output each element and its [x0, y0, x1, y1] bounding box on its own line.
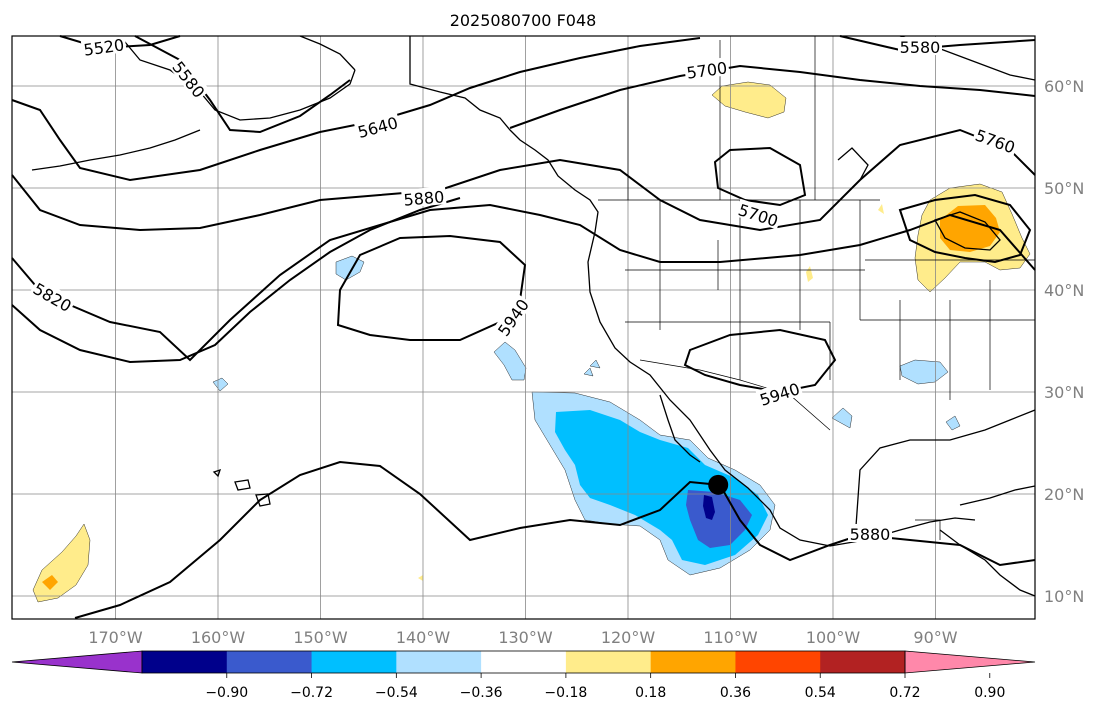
- longitude-label: 100°W: [806, 628, 861, 647]
- contour-label: 5580: [900, 38, 941, 57]
- colorbar-tick-label: −0.90: [205, 685, 248, 701]
- contour-label-background: [848, 524, 892, 542]
- latitude-labels: 60°N 50°N 40°N 30°N 20°N 10°N: [1044, 77, 1084, 606]
- colorbar-tick-label: 0.36: [720, 685, 751, 701]
- longitude-label: 140°W: [396, 628, 451, 647]
- contour-label-background: [353, 111, 402, 141]
- positive-blob-small2: [878, 204, 884, 214]
- colorbar-segment: [650, 651, 736, 673]
- contour-labels: 5520558055805640570057005760582058805880…: [29, 34, 1020, 544]
- colorbar: −0.90 −0.72 −0.54 −0.36 −0.18 0.18 0.36 0.54 0.7…: [11, 650, 1036, 701]
- colorbar-extend-max: [904, 650, 1036, 674]
- map-title: 2025080700 F048: [450, 11, 597, 30]
- contour-label: 5880: [850, 525, 891, 544]
- negative-blob-tiny2: [589, 359, 601, 369]
- latitude-label: 20°N: [1044, 485, 1084, 504]
- negative-area-mexico-strong: [686, 490, 752, 548]
- longitude-label: 160°W: [191, 628, 246, 647]
- colorbar-tick-label: −0.72: [290, 685, 333, 701]
- longitude-label: 120°W: [601, 628, 656, 647]
- negative-blob-se-us: [899, 359, 949, 385]
- colorbar-segment: [396, 651, 482, 673]
- contour-label-background: [29, 277, 77, 316]
- contour-5700-low: [713, 146, 807, 207]
- positive-blob-small3: [418, 575, 423, 581]
- colorbar-tick-label: 0.72: [889, 685, 920, 701]
- colorbar-tick-label: −0.18: [544, 685, 587, 701]
- negative-blob-tiny: [583, 367, 594, 377]
- colorbar-tick-label: 0.18: [635, 685, 666, 701]
- latitude-label: 60°N: [1044, 77, 1084, 96]
- longitude-labels: 170°W 160°W 150°W 140°W 130°W 120°W 110°W 100°W…: [88, 628, 957, 647]
- storm-center-marker: [708, 474, 729, 495]
- colorbar-frame: [141, 650, 906, 674]
- latitude-label: 30°N: [1044, 383, 1084, 402]
- negative-blob-tx: [831, 407, 853, 429]
- contour-label-background: [492, 293, 533, 341]
- map-frame: [11, 35, 1036, 620]
- positive-area-central-pacific-mid: [42, 575, 58, 590]
- colorbar-segment: [735, 651, 821, 673]
- height-contours: [11, 35, 1036, 619]
- longitude-label: 170°W: [88, 628, 143, 647]
- latitude-label: 10°N: [1044, 587, 1084, 606]
- contour-5760: [11, 128, 1036, 232]
- colorbar-segment: [311, 651, 397, 673]
- colorbar-segment: [481, 651, 567, 673]
- colorbar-segment: [142, 651, 228, 673]
- contour-label-background: [401, 186, 447, 208]
- colorbar-tick-label: 0.90: [974, 685, 1005, 701]
- colorbar-tick-label: −0.54: [375, 685, 418, 701]
- longitude-label: 130°W: [498, 628, 553, 647]
- latitude-label: 40°N: [1044, 281, 1084, 300]
- negative-blob-baja-west: [493, 341, 527, 381]
- colorbar-extend-min: [11, 650, 143, 674]
- contour-label-background: [168, 55, 211, 102]
- negative-area-mexico-deep: [703, 495, 715, 520]
- colorbar-segment: [226, 651, 313, 673]
- longitude-label: 150°W: [293, 628, 348, 647]
- colorbar-tick-label: 0.54: [805, 685, 836, 701]
- contour-5940-us: [683, 328, 837, 394]
- latitude-label: 50°N: [1044, 179, 1084, 198]
- longitude-label: 110°W: [703, 628, 758, 647]
- contour-label-background: [755, 377, 804, 409]
- colorbar-segment: [565, 651, 652, 673]
- longitude-label: 90°W: [913, 628, 957, 647]
- contour-5820: [11, 203, 1036, 362]
- contour-label: 5880: [403, 187, 445, 209]
- contour-label-background: [80, 34, 127, 58]
- colorbar-segment: [820, 651, 906, 673]
- colorbar-tick-label: −0.36: [460, 685, 503, 701]
- contour-label-background: [971, 124, 1020, 157]
- contour-label-background: [898, 37, 942, 55]
- contour-5880-north: [11, 197, 461, 364]
- map-panel: 5520558055805640570057005760582058805880…: [11, 34, 1036, 620]
- contour-label-background: [734, 198, 783, 230]
- negative-blob-gulf: [945, 415, 961, 431]
- contour-5640: [11, 37, 701, 182]
- contour-label-background: [683, 57, 730, 81]
- contour-5700-north: [509, 64, 1036, 129]
- contour-5880-lake: [898, 193, 1032, 264]
